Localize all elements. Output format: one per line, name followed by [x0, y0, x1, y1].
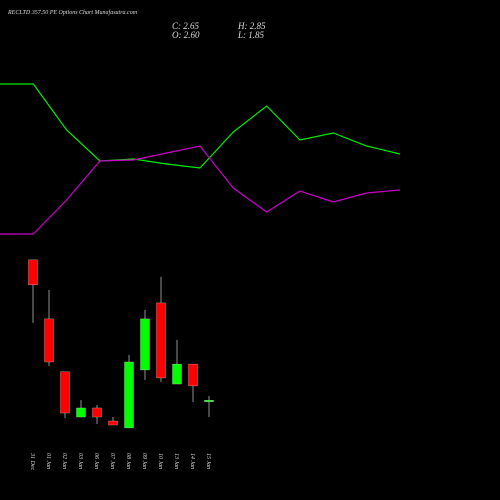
high-info: H: 2.85: [237, 21, 266, 31]
candle-body: [140, 318, 150, 371]
x-tick-label: 13 Jan: [173, 453, 179, 469]
candle-body: [156, 302, 166, 379]
low-info: L: 1.85: [237, 30, 265, 40]
x-tick-label: 01 Jan: [45, 453, 51, 469]
open-info: O: 2.60: [172, 30, 200, 40]
candle-body: [76, 407, 86, 418]
indicator-line: [0, 83, 401, 169]
x-tick-label: 03 Jan: [77, 453, 83, 469]
candle-body: [108, 420, 118, 426]
candle-body: [172, 363, 182, 385]
x-tick-label: 15 Jan: [205, 453, 211, 469]
x-tick-label: 31 Dec: [29, 452, 35, 470]
close-info: C: 2.65: [172, 21, 200, 31]
candle-body: [124, 361, 134, 429]
candle-body: [60, 371, 70, 414]
candle-body: [92, 407, 102, 418]
candle-body: [28, 259, 38, 286]
chart-title: RECLTD 357.50 PE Options Chart Munafasut…: [7, 9, 138, 16]
x-tick-label: 02 Jan: [61, 453, 67, 469]
x-tick-label: 07 Jan: [109, 453, 115, 469]
indicator-line: [0, 145, 401, 235]
x-tick-label: 08 Jan: [125, 453, 131, 469]
x-tick-label: 09 Jan: [141, 453, 147, 469]
candle-body: [204, 400, 214, 402]
x-tick-label: 06 Jan: [93, 453, 99, 469]
x-tick-label: 14 Jan: [189, 453, 196, 469]
candle-body: [44, 318, 54, 363]
x-tick-label: 10 Jan: [157, 453, 163, 469]
candle-body: [188, 363, 198, 387]
